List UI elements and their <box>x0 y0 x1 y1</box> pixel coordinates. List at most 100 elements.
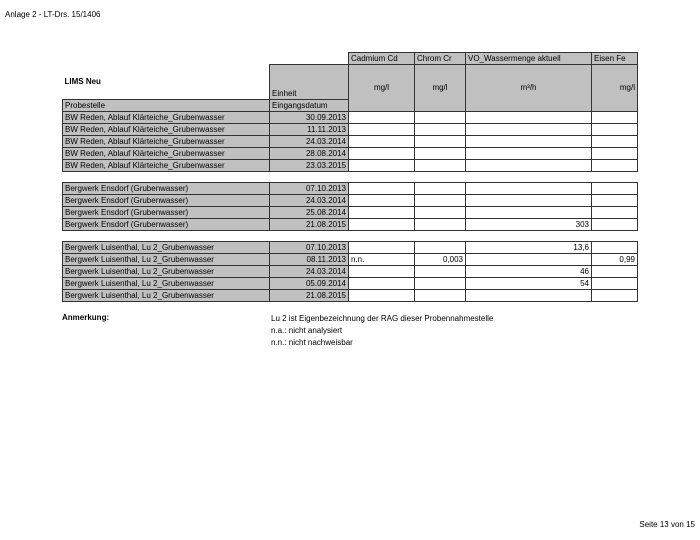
table-row: BW Reden, Ablauf Klärteiche_Grubenwasser… <box>62 123 638 136</box>
probestelle-label: Probestelle <box>62 99 270 112</box>
value-cell <box>348 241 415 254</box>
date-cell: 28.08.2014 <box>269 147 349 160</box>
site-cell: BW Reden, Ablauf Klärteiche_Grubenwasser <box>62 123 270 136</box>
value-cell <box>465 289 592 302</box>
table-row: BW Reden, Ablauf Klärteiche_Grubenwasser… <box>62 147 638 160</box>
table-row: Bergwerk Ensdorf (Grubenwasser) 21.08.201… <box>62 218 638 231</box>
value-cell <box>465 182 592 195</box>
value-cell <box>348 159 415 172</box>
date-cell: 07.10.2013 <box>269 241 349 254</box>
table-row: Bergwerk Ensdorf (Grubenwasser) 07.10.201… <box>62 182 638 195</box>
value-cell <box>591 159 638 172</box>
page-header: Anlage 2 - LT-Drs. 15/1406 <box>5 10 101 19</box>
value-cell <box>465 159 592 172</box>
table-row: Bergwerk Luisenthal, Lu 2_Grubenwasser 24… <box>62 265 638 278</box>
value-cell <box>348 206 415 219</box>
date-cell: 21.08.2015 <box>269 289 349 302</box>
value-cell <box>591 123 638 136</box>
value-cell <box>591 111 638 124</box>
value-cell <box>348 289 415 302</box>
value-cell <box>465 135 592 148</box>
value-cell <box>414 159 466 172</box>
label-row: Probestelle Eingangsdatum <box>62 99 638 112</box>
date-cell: 24.03.2014 <box>269 265 349 278</box>
value-cell <box>465 206 592 219</box>
column-header: Chrom Cr <box>414 52 466 65</box>
value-cell: 0,003 <box>414 253 466 266</box>
unit-cell: mg/l <box>591 64 638 112</box>
value-cell <box>591 194 638 207</box>
value-cell <box>414 111 466 124</box>
value-cell <box>591 218 638 231</box>
value-cell <box>414 241 466 254</box>
value-cell: n.n. <box>348 253 415 266</box>
data-table: Cadmium Cd Chrom Cr VO_Wassermenge aktue… <box>62 52 638 302</box>
date-cell: 23.03.2015 <box>269 159 349 172</box>
table-row: Bergwerk Ensdorf (Grubenwasser) 24.03.201… <box>62 194 638 207</box>
site-cell: Bergwerk Ensdorf (Grubenwasser) <box>62 182 270 195</box>
table-row: Bergwerk Ensdorf (Grubenwasser) 25.08.201… <box>62 206 638 219</box>
column-header: Eisen Fe <box>591 52 638 65</box>
date-cell: 11.11.2013 <box>269 123 349 136</box>
value-cell <box>414 206 466 219</box>
table-row: Bergwerk Luisenthal, Lu 2_Grubenwasser 21… <box>62 289 638 302</box>
table-row: Bergwerk Luisenthal, Lu 2_Grubenwasser 07… <box>62 241 638 254</box>
date-cell: 07.10.2013 <box>269 182 349 195</box>
site-cell: Bergwerk Luisenthal, Lu 2_Grubenwasser <box>62 253 270 266</box>
note-line: n.n.: nicht nachweisbar <box>271 338 353 347</box>
value-cell <box>348 147 415 160</box>
site-cell: Bergwerk Luisenthal, Lu 2_Grubenwasser <box>62 241 270 254</box>
date-cell: 05.09.2014 <box>269 277 349 290</box>
value-cell <box>414 135 466 148</box>
site-cell: Bergwerk Ensdorf (Grubenwasser) <box>62 194 270 207</box>
value-cell <box>591 206 638 219</box>
value-cell <box>414 194 466 207</box>
site-cell: Bergwerk Luisenthal, Lu 2_Grubenwasser <box>62 265 270 278</box>
value-cell <box>591 147 638 160</box>
value-cell <box>414 289 466 302</box>
date-cell: 25.08.2014 <box>269 206 349 219</box>
value-cell <box>414 147 466 160</box>
value-cell <box>591 289 638 302</box>
value-cell: 303 <box>465 218 592 231</box>
page-footer: Seite 13 von 15 <box>639 520 695 529</box>
unit-cell: mg/l <box>348 64 415 112</box>
value-cell <box>348 218 415 231</box>
site-cell: Bergwerk Luisenthal, Lu 2_Grubenwasser <box>62 289 270 302</box>
column-header-row: Cadmium Cd Chrom Cr VO_Wassermenge aktue… <box>63 52 638 65</box>
date-cell: 30.09.2013 <box>269 111 349 124</box>
value-cell <box>414 218 466 231</box>
value-cell: 46 <box>465 265 592 278</box>
value-cell <box>348 123 415 136</box>
value-cell <box>414 265 466 278</box>
date-cell: 24.03.2014 <box>269 194 349 207</box>
table-row: Bergwerk Luisenthal, Lu 2_Grubenwasser 05… <box>62 277 638 290</box>
einheit-label: Einheit <box>269 64 349 100</box>
value-cell: 13,6 <box>465 241 592 254</box>
table-row: Bergwerk Luisenthal, Lu 2_Grubenwasser 08… <box>62 253 638 266</box>
value-cell <box>348 194 415 207</box>
value-cell <box>414 182 466 195</box>
notes-label: Anmerkung: <box>62 313 110 322</box>
column-header: Cadmium Cd <box>348 52 415 65</box>
site-cell: Bergwerk Ensdorf (Grubenwasser) <box>62 206 270 219</box>
site-cell: BW Reden, Ablauf Klärteiche_Grubenwasser <box>62 147 270 160</box>
site-cell: Bergwerk Luisenthal, Lu 2_Grubenwasser <box>62 277 270 290</box>
value-cell <box>465 253 592 266</box>
site-cell: Bergwerk Ensdorf (Grubenwasser) <box>62 218 270 231</box>
value-cell: 54 <box>465 277 592 290</box>
value-cell <box>465 147 592 160</box>
site-cell: BW Reden, Ablauf Klärteiche_Grubenwasser <box>62 159 270 172</box>
note-line: n.a.: nicht analysiert <box>271 326 343 335</box>
site-cell: BW Reden, Ablauf Klärteiche_Grubenwasser <box>62 111 270 124</box>
value-cell: 0,99 <box>591 253 638 266</box>
note-line: Lu 2 ist Eigenbezeichnung der RAG dieser… <box>271 314 494 323</box>
unit-cell: m³/h <box>465 64 592 112</box>
value-cell <box>348 277 415 290</box>
value-cell <box>465 111 592 124</box>
value-cell <box>348 182 415 195</box>
value-cell <box>348 135 415 148</box>
column-header: VO_Wassermenge aktuell <box>465 52 592 65</box>
value-cell <box>348 111 415 124</box>
unit-cell: mg/l <box>414 64 466 112</box>
